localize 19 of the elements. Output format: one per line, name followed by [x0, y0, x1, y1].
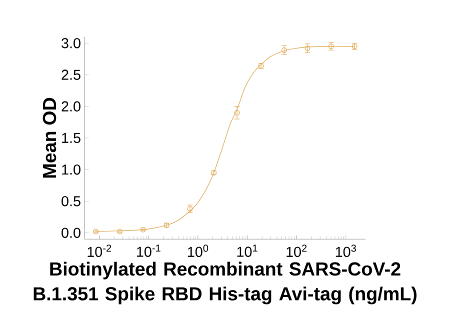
y-tick-label: 2.5 — [62, 70, 80, 80]
point — [117, 228, 123, 234]
y-tick-label: 0.0 — [62, 228, 80, 238]
x-tick-label: 10$^{1}$ — [237, 244, 258, 257]
x-tick-label: 10$^{3}$ — [336, 244, 356, 258]
y-tick-label: 2.0 — [62, 101, 80, 112]
x-axis-title: Biotinylated Recombinant SARS-CoV-2 B.1.351 Spike RBD His-tag Avi-tag (ng/mL) — [34, 262, 417, 304]
y-tick-label: 3.0 — [62, 38, 80, 48]
y-tick-label: 0.5 — [62, 196, 80, 206]
x-tick-label: 10$^{2}$ — [286, 244, 307, 258]
y-tick-label: 1.5 — [62, 133, 80, 144]
point — [281, 48, 287, 53]
y-tick-label: 1.0 — [62, 164, 80, 175]
y-axis-title: Mean OD — [42, 98, 56, 178]
x-tick-label: 10$^{-1}$ — [137, 244, 160, 257]
x-tick-label: 10$^{0}$ — [188, 244, 208, 258]
point — [234, 110, 240, 116]
x-tick-label: 10$^{-2}$ — [88, 244, 112, 258]
point — [304, 46, 310, 52]
